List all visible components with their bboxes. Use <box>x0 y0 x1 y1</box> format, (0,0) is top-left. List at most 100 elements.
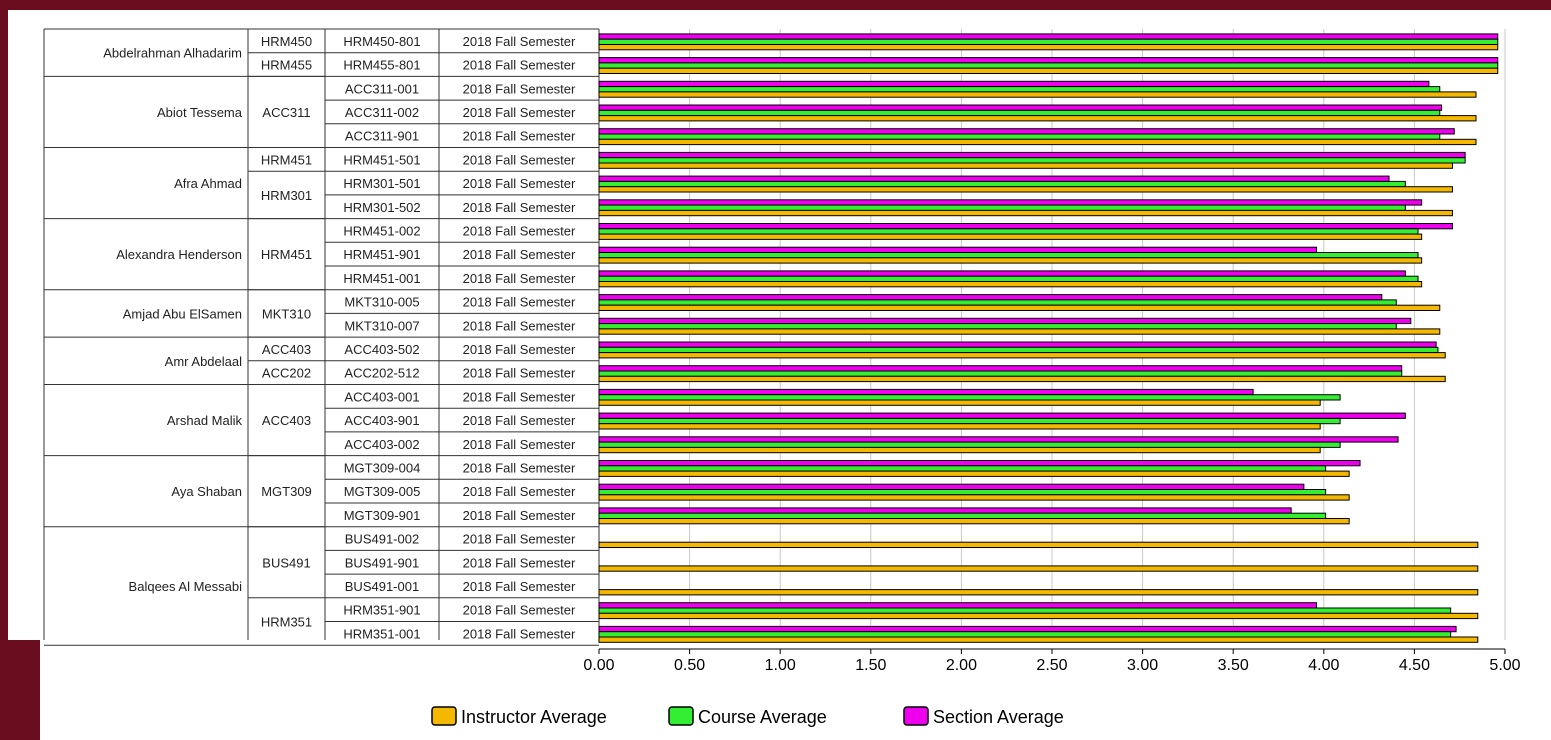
bar-section-average <box>598 388 1254 396</box>
bar-course-average <box>598 394 1341 401</box>
bar-instructor-average <box>598 257 1423 264</box>
x-tick-label: 4.00 <box>1308 657 1339 674</box>
section-id: BUS491-001 <box>345 579 419 594</box>
instructor-name: Balqees Al Messabi <box>129 579 243 594</box>
bar-section-average <box>598 57 1499 64</box>
x-tick-label: 3.00 <box>1127 657 1158 674</box>
section-term: 2018 Fall Semester <box>463 366 576 381</box>
instructor-name: Alexandra Henderson <box>116 247 242 262</box>
bar-section-average <box>598 317 1412 325</box>
bar-course-average <box>598 323 1397 330</box>
bar-instructor-average <box>598 233 1423 240</box>
bar-course-average <box>598 62 1499 69</box>
bar-section-average <box>598 223 1453 230</box>
bar-instructor-average <box>598 67 1499 74</box>
section-term: 2018 Fall Semester <box>463 271 576 286</box>
bar-section-average <box>598 104 1443 111</box>
bar-course-average <box>598 346 1439 354</box>
section-id: MGT309-004 <box>344 460 421 475</box>
course-code: MKT310 <box>262 306 311 321</box>
bar-instructor-average <box>598 636 1479 643</box>
bar-instructor-average <box>598 518 1350 525</box>
section-id: HRM451-901 <box>343 247 420 262</box>
section-term: 2018 Fall Semester <box>463 555 576 570</box>
legend-swatch <box>431 706 457 726</box>
section-term: 2018 Fall Semester <box>463 413 576 428</box>
course-code: MGT309 <box>261 484 312 499</box>
section-term: 2018 Fall Semester <box>463 484 576 499</box>
bar-section-average <box>598 341 1437 348</box>
section-id: HRM351-901 <box>343 603 420 618</box>
instructor-name: Amr Abdelaal <box>165 354 242 369</box>
bar-instructor-average <box>598 541 1479 549</box>
section-term: 2018 Fall Semester <box>463 34 576 49</box>
legend-label: Course Average <box>698 707 827 727</box>
section-term: 2018 Fall Semester <box>463 626 576 641</box>
section-id: MKT310-007 <box>344 318 419 333</box>
bar-instructor-average <box>598 281 1423 288</box>
section-id: HRM351-001 <box>343 626 420 641</box>
bar-course-average <box>598 607 1452 614</box>
course-code: ACC403 <box>262 413 311 428</box>
section-id: HRM301-502 <box>343 200 420 215</box>
x-tick-label: 0.00 <box>583 657 614 674</box>
section-id: HRM301-501 <box>343 176 420 191</box>
x-tick-label: 2.00 <box>946 657 977 674</box>
bar-instructor-average <box>598 399 1321 406</box>
x-tick-label: 1.00 <box>765 657 796 674</box>
axis-panel <box>40 640 1551 740</box>
bar-course-average <box>598 512 1327 520</box>
section-term: 2018 Fall Semester <box>463 295 576 310</box>
section-term: 2018 Fall Semester <box>463 460 576 475</box>
x-tick-label: 2.50 <box>1036 657 1067 674</box>
bar-section-average <box>598 460 1361 467</box>
bar-instructor-average <box>598 209 1453 217</box>
bar-course-average <box>598 86 1441 93</box>
section-id: ACC403-901 <box>344 413 419 428</box>
section-term: 2018 Fall Semester <box>463 223 576 238</box>
section-term: 2018 Fall Semester <box>463 579 576 594</box>
bar-section-average <box>598 128 1455 135</box>
bar-section-average <box>598 294 1383 301</box>
bar-course-average <box>598 441 1341 448</box>
instructor-name: Abiot Tessema <box>157 105 243 120</box>
bar-instructor-average <box>598 138 1477 146</box>
bar-course-average <box>598 180 1406 188</box>
course-code: HRM351 <box>261 615 312 630</box>
x-tick-label: 1.50 <box>855 657 886 674</box>
section-id: BUS491-901 <box>345 555 419 570</box>
bar-section-average <box>598 246 1318 253</box>
bar-instructor-average <box>598 494 1350 501</box>
bar-instructor-average <box>598 352 1446 359</box>
bar-course-average <box>598 417 1341 425</box>
x-tick-label: 0.50 <box>674 657 705 674</box>
bar-course-average <box>598 204 1406 211</box>
bar-instructor-average <box>598 446 1321 454</box>
bar-instructor-average <box>598 115 1477 122</box>
bar-instructor-average <box>598 162 1453 169</box>
bar-instructor-average <box>598 328 1441 335</box>
section-id: HRM451-002 <box>343 223 420 238</box>
section-term: 2018 Fall Semester <box>463 508 576 523</box>
bar-section-average <box>598 507 1292 514</box>
section-id: ACC202-512 <box>344 366 419 381</box>
bar-course-average <box>598 631 1452 638</box>
course-code: ACC202 <box>262 366 311 381</box>
section-id: BUS491-002 <box>345 532 419 547</box>
section-id: HRM451-501 <box>343 152 420 167</box>
section-id: ACC311-001 <box>345 81 419 96</box>
bar-instructor-average <box>598 423 1321 430</box>
section-term: 2018 Fall Semester <box>463 532 576 547</box>
bar-section-average <box>598 199 1423 206</box>
x-tick-label: 5.00 <box>1489 657 1520 674</box>
section-id: MGT309-901 <box>344 508 421 523</box>
legend-label: Section Average <box>933 707 1064 727</box>
bar-instructor-average <box>598 470 1350 477</box>
bar-course-average <box>598 38 1499 46</box>
section-id: ACC311-002 <box>345 105 419 120</box>
bar-section-average <box>598 80 1430 88</box>
legend-label: Instructor Average <box>461 707 607 727</box>
bar-section-average <box>598 270 1406 277</box>
course-code: ACC403 <box>262 342 311 357</box>
